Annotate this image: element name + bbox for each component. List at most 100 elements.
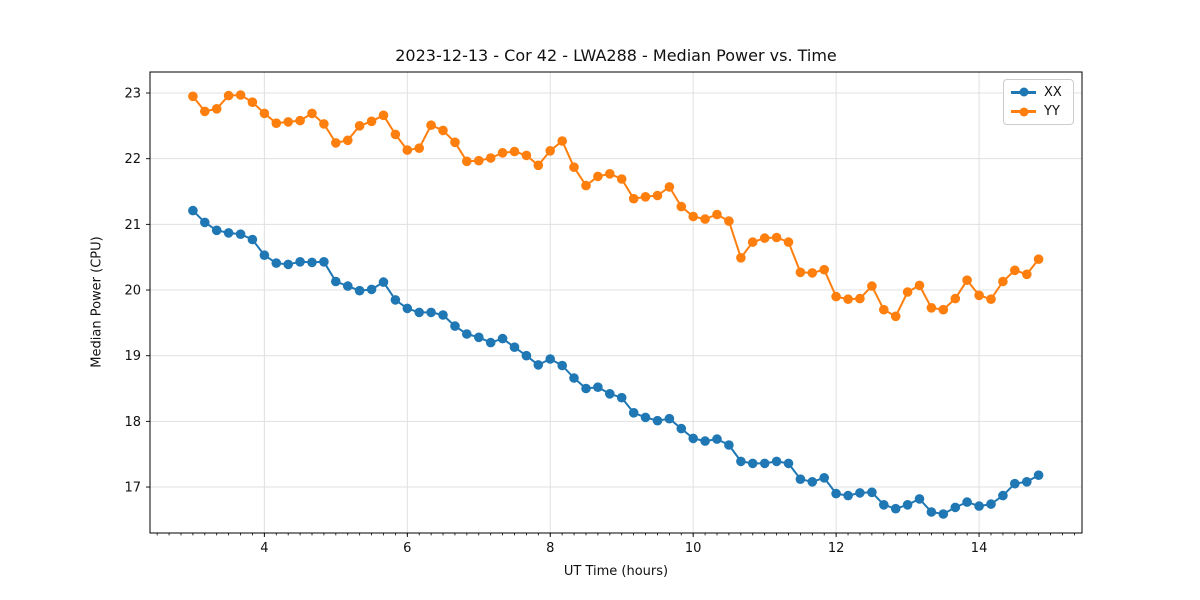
data-point (652, 415, 663, 426)
data-point (450, 321, 460, 331)
data-point (783, 237, 794, 247)
x-tick-label: 14 (971, 541, 988, 556)
data-point (676, 201, 687, 212)
data-point (747, 237, 758, 247)
y-tick-label: 21 (124, 218, 141, 233)
data-point (343, 135, 353, 146)
data-point (485, 337, 496, 348)
data-point (759, 233, 770, 243)
y-tick-label: 18 (124, 415, 141, 430)
series-line (192, 94, 1040, 318)
x-tick-label: 8 (546, 541, 554, 556)
data-point (545, 146, 555, 156)
data-point (223, 90, 234, 101)
data-point (616, 174, 627, 184)
legend-label: YY (1044, 104, 1060, 120)
data-point (640, 412, 651, 423)
data-point (700, 436, 710, 446)
data-point (521, 350, 532, 361)
data-point (867, 281, 877, 291)
data-point (1033, 470, 1044, 481)
data-point (307, 257, 317, 268)
data-point (557, 136, 567, 146)
data-point (712, 434, 722, 444)
data-point (998, 276, 1008, 287)
data-point (200, 217, 210, 228)
data-point (295, 115, 305, 126)
data-point (438, 310, 448, 320)
x-axis-ticks: 4 6 8 10 12 14 (260, 533, 987, 556)
y-axis-ticks: 17 18 19 20 21 22 23 (124, 87, 150, 496)
data-point (211, 104, 222, 114)
data-point (593, 382, 603, 393)
data-point (747, 458, 758, 469)
data-point (759, 458, 770, 469)
data-point (343, 281, 353, 291)
data-point (890, 503, 901, 514)
data-point (605, 389, 615, 399)
data-point (771, 456, 782, 467)
data-point (855, 293, 865, 304)
legend-item-xx: XX (1011, 83, 1066, 101)
data-point (354, 285, 365, 296)
data-point (902, 500, 913, 510)
data-point (736, 456, 746, 467)
data-point (557, 360, 567, 371)
data-point (247, 234, 258, 245)
x-tick-label: 12 (828, 541, 845, 556)
data-point (795, 474, 806, 485)
data-point (354, 121, 365, 131)
data-point (593, 171, 603, 182)
x-tick-label: 10 (685, 541, 702, 556)
data-point (843, 490, 853, 501)
data-point (688, 211, 698, 222)
data-point (271, 258, 282, 268)
data-point (331, 138, 341, 148)
x-tick-label: 4 (260, 541, 268, 556)
data-point (474, 155, 484, 166)
data-point (521, 150, 532, 161)
data-point (283, 259, 294, 270)
data-point (700, 214, 710, 224)
y-tick-label: 19 (124, 349, 141, 364)
data-point (545, 354, 555, 364)
series-line (192, 209, 1040, 515)
data-point (1010, 265, 1020, 276)
data-point (462, 329, 472, 339)
data-point (259, 108, 270, 119)
data-point (497, 148, 508, 158)
data-point (855, 488, 865, 498)
data-point (485, 153, 496, 163)
data-point (938, 304, 949, 315)
data-point (724, 216, 734, 226)
data-point (688, 433, 698, 444)
data-point (926, 507, 937, 517)
y-tick-label: 20 (124, 284, 141, 299)
data-point (962, 275, 972, 286)
legend-line-marker-icon (1011, 107, 1036, 117)
data-point (581, 180, 591, 191)
data-point (366, 116, 377, 127)
data-point (795, 267, 806, 278)
data-point (724, 440, 734, 450)
data-point (950, 293, 961, 304)
data-point (402, 303, 413, 314)
data-point (283, 117, 294, 127)
data-point (188, 91, 198, 102)
data-point (569, 162, 579, 172)
data-point (926, 303, 937, 313)
plot-frame (149, 71, 1083, 534)
data-point (676, 423, 687, 434)
y-tick-label: 17 (124, 481, 141, 496)
data-point (1010, 478, 1020, 489)
x-tick-label: 6 (403, 541, 411, 556)
data-point (247, 97, 258, 107)
data-point (974, 290, 984, 301)
data-point (509, 342, 520, 353)
data-point (426, 120, 436, 130)
data-point (950, 502, 961, 513)
data-point (450, 137, 460, 148)
data-point (831, 291, 841, 302)
data-point (1022, 477, 1032, 487)
